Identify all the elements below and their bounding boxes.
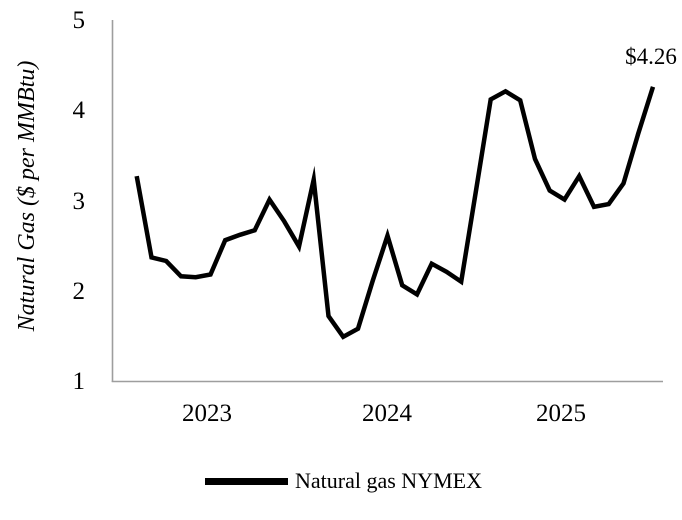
last-value-annotation: $4.26 (625, 44, 677, 69)
x-tick-label-2025: 2025 (536, 400, 586, 427)
y-tick-label-2: 2 (73, 278, 86, 305)
y-tick-label-4: 4 (73, 97, 86, 124)
x-tick-label-2023: 2023 (182, 400, 232, 427)
y-tick-label-1: 1 (73, 368, 86, 395)
y-tick-label-5: 5 (73, 7, 86, 34)
y-tick-label-3: 3 (73, 188, 86, 215)
legend-label: Natural gas NYMEX (295, 468, 482, 493)
y-axis-title: Natural Gas ($ per MMBtu) (14, 61, 40, 333)
x-tick-label-2024: 2024 (362, 400, 413, 427)
natural-gas-series-line (134, 86, 656, 340)
